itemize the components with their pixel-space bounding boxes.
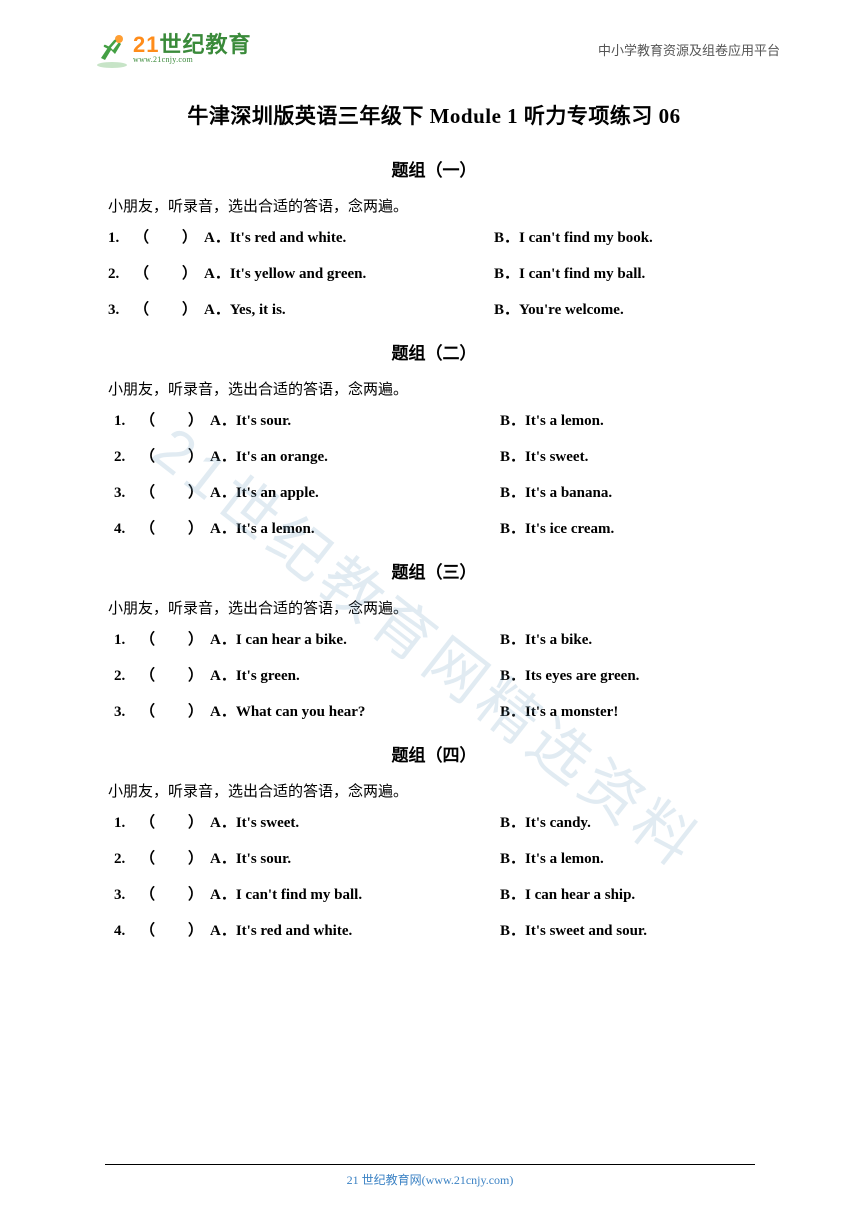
- question-row: 1.（ ）A．It's red and white.B．I can't find…: [108, 228, 760, 249]
- page-header: 21世纪教育 www.21cnjy.com 中小学教育资源及组卷应用平台: [0, 0, 860, 76]
- option-b: B．It's a bike.: [500, 630, 760, 651]
- answer-blank[interactable]: （ ）: [140, 666, 210, 687]
- option-a: A．I can't find my ball.: [210, 885, 500, 906]
- option-a: A．It's green.: [210, 666, 500, 687]
- option-b: B．It's a monster!: [500, 702, 760, 723]
- answer-blank[interactable]: （ ）: [140, 519, 210, 540]
- question-group: 题组（四）小朋友，听录音，选出合适的答语，念两遍。1.（ ）A．It's swe…: [108, 741, 760, 942]
- option-b: B．Its eyes are green.: [500, 666, 760, 687]
- option-a: A．Yes, it is.: [204, 300, 494, 321]
- answer-blank[interactable]: （ ）: [140, 411, 210, 432]
- question-number: 1.: [114, 630, 140, 651]
- question-number: 2.: [114, 447, 140, 468]
- site-logo: 21世纪教育 www.21cnjy.com: [95, 30, 252, 68]
- option-b: B．I can't find my ball.: [494, 264, 760, 285]
- group-heading: 题组（一）: [108, 156, 760, 181]
- option-b: B．It's a lemon.: [500, 849, 760, 870]
- question-number: 1.: [114, 411, 140, 432]
- question-number: 3.: [108, 300, 134, 321]
- header-platform-text: 中小学教育资源及组卷应用平台: [598, 40, 780, 59]
- option-a: A．It's red and white.: [204, 228, 494, 249]
- question-group: 题组（一）小朋友，听录音，选出合适的答语，念两遍。1.（ ）A．It's red…: [108, 156, 760, 321]
- option-b: B．It's sweet.: [500, 447, 760, 468]
- question-group: 题组（二）小朋友，听录音，选出合适的答语，念两遍。1.（ ）A．It's sou…: [108, 339, 760, 540]
- question-number: 1.: [114, 813, 140, 834]
- logo-runner-icon: [95, 30, 129, 68]
- answer-blank[interactable]: （ ）: [140, 447, 210, 468]
- answer-blank[interactable]: （ ）: [134, 300, 204, 321]
- footer-text: 21 世纪教育网(www.21cnjy.com): [0, 1171, 860, 1188]
- page-title: 牛津深圳版英语三年级下 Module 1 听力专项练习 06: [108, 100, 760, 130]
- group-instruction: 小朋友，听录音，选出合适的答语，念两遍。: [108, 195, 760, 216]
- question-row: 2.（ ）A．It's sour.B．It's a lemon.: [108, 849, 760, 870]
- answer-blank[interactable]: （ ）: [140, 630, 210, 651]
- group-heading: 题组（四）: [108, 741, 760, 766]
- answer-blank[interactable]: （ ）: [140, 483, 210, 504]
- question-number: 2.: [108, 264, 134, 285]
- question-number: 2.: [114, 849, 140, 870]
- answer-blank[interactable]: （ ）: [140, 849, 210, 870]
- group-heading: 题组（二）: [108, 339, 760, 364]
- option-a: A．It's an orange.: [210, 447, 500, 468]
- logo-url: www.21cnjy.com: [133, 56, 252, 64]
- option-b: B．I can't find my book.: [494, 228, 760, 249]
- option-a: A．It's sweet.: [210, 813, 500, 834]
- question-row: 2.（ ）A．It's green.B．Its eyes are green.: [108, 666, 760, 687]
- option-b: B．You're welcome.: [494, 300, 760, 321]
- question-group: 题组（三）小朋友，听录音，选出合适的答语，念两遍。1.（ ）A．I can he…: [108, 558, 760, 723]
- question-number: 3.: [114, 702, 140, 723]
- group-instruction: 小朋友，听录音，选出合适的答语，念两遍。: [108, 780, 760, 801]
- question-number: 4.: [114, 519, 140, 540]
- question-number: 3.: [114, 885, 140, 906]
- question-number: 2.: [114, 666, 140, 687]
- answer-blank[interactable]: （ ）: [140, 885, 210, 906]
- question-row: 3.（ ）A．It's an apple.B．It's a banana.: [108, 483, 760, 504]
- question-row: 2.（ ）A．It's an orange.B．It's sweet.: [108, 447, 760, 468]
- option-b: B．It's candy.: [500, 813, 760, 834]
- option-b: B．It's sweet and sour.: [500, 921, 760, 942]
- question-number: 4.: [114, 921, 140, 942]
- question-number: 3.: [114, 483, 140, 504]
- question-row: 1.（ ）A．It's sweet.B．It's candy.: [108, 813, 760, 834]
- option-a: A．It's sour.: [210, 411, 500, 432]
- answer-blank[interactable]: （ ）: [140, 921, 210, 942]
- question-row: 4.（ ）A．It's red and white.B．It's sweet a…: [108, 921, 760, 942]
- group-instruction: 小朋友，听录音，选出合适的答语，念两遍。: [108, 597, 760, 618]
- page-footer: 21 世纪教育网(www.21cnjy.com): [0, 1164, 860, 1188]
- group-heading: 题组（三）: [108, 558, 760, 583]
- option-a: A．I can hear a bike.: [210, 630, 500, 651]
- option-a: A．What can you hear?: [210, 702, 500, 723]
- logo-brand-text: 世纪教育: [160, 32, 252, 57]
- question-row: 4.（ ）A．It's a lemon.B．It's ice cream.: [108, 519, 760, 540]
- question-row: 3.（ ）A．I can't find my ball.B．I can hear…: [108, 885, 760, 906]
- question-row: 1.（ ）A．It's sour.B．It's a lemon.: [108, 411, 760, 432]
- option-a: A．It's red and white.: [210, 921, 500, 942]
- answer-blank[interactable]: （ ）: [134, 264, 204, 285]
- option-b: B．It's a lemon.: [500, 411, 760, 432]
- main-content: 牛津深圳版英语三年级下 Module 1 听力专项练习 06 题组（一） 小朋友，…: [0, 76, 860, 942]
- option-a: A．It's an apple.: [210, 483, 500, 504]
- option-b: B．I can hear a ship.: [500, 885, 760, 906]
- logo-accent-digit: 2: [133, 32, 146, 57]
- answer-blank[interactable]: （ ）: [140, 813, 210, 834]
- answer-blank[interactable]: （ ）: [134, 228, 204, 249]
- option-a: A．It's yellow and green.: [204, 264, 494, 285]
- question-row: 3.（ ）A．Yes, it is.B．You're welcome.: [108, 300, 760, 321]
- question-row: 3.（ ）A．What can you hear?B．It's a monste…: [108, 702, 760, 723]
- question-row: 2.（ ）A．It's yellow and green.B．I can't f…: [108, 264, 760, 285]
- option-a: A．It's sour.: [210, 849, 500, 870]
- footer-divider: [105, 1164, 755, 1165]
- option-b: B．It's a banana.: [500, 483, 760, 504]
- option-b: B．It's ice cream.: [500, 519, 760, 540]
- question-row: 1.（ ）A．I can hear a bike.B．It's a bike.: [108, 630, 760, 651]
- option-a: A．It's a lemon.: [210, 519, 500, 540]
- group-instruction: 小朋友，听录音，选出合适的答语，念两遍。: [108, 378, 760, 399]
- answer-blank[interactable]: （ ）: [140, 702, 210, 723]
- logo-text: 21世纪教育 www.21cnjy.com: [133, 34, 252, 64]
- question-number: 1.: [108, 228, 134, 249]
